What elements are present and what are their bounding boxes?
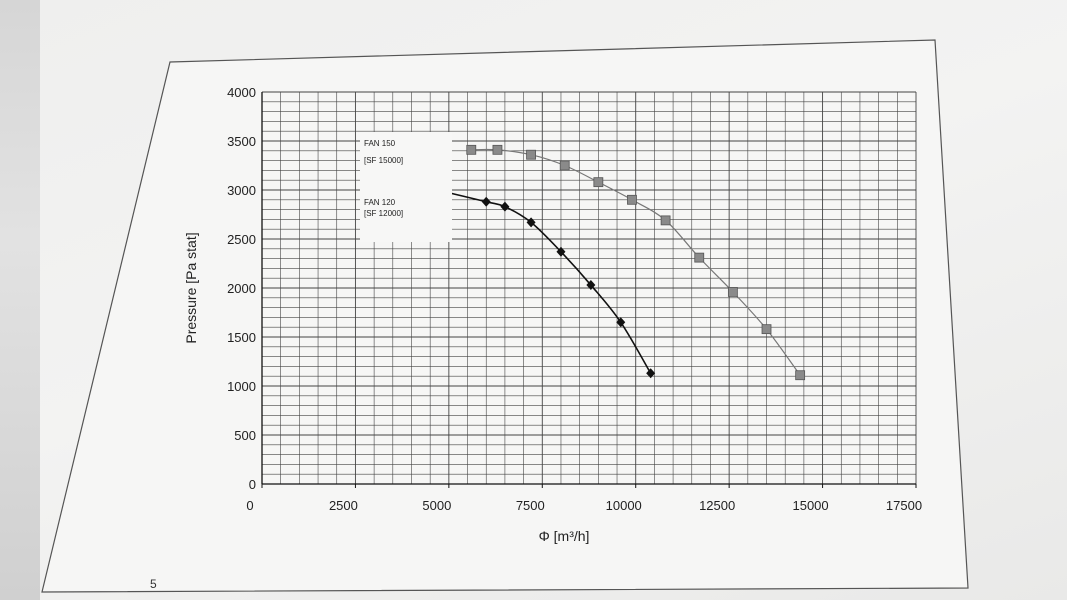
y-tick-label: 2500 <box>227 232 256 247</box>
legend-fan150-name: FAN 150 <box>364 139 396 148</box>
data-point-fan150 <box>526 149 536 160</box>
x-tick-label: 7500 <box>516 498 545 513</box>
data-point-fan120 <box>500 201 510 212</box>
data-point-fan150 <box>559 160 570 171</box>
data-point-fan120 <box>526 217 536 228</box>
legend-box <box>360 132 452 242</box>
data-point-fan150 <box>761 324 772 335</box>
legend-fan120-sf: [SF 12000] <box>364 209 403 218</box>
x-tick-label: 17500 <box>886 498 922 513</box>
chart-plot-group: FAN 150 [SF 15000] FAN 120 [SF 12000] 0 2… <box>183 85 922 544</box>
data-point-fan120 <box>481 196 491 207</box>
legend: FAN 150 [SF 15000] FAN 120 [SF 12000] <box>360 132 452 242</box>
x-tick-label: 15000 <box>792 498 828 513</box>
data-point-fan150 <box>694 252 705 263</box>
y-axis-label: Pressure [Pa stat] <box>183 232 199 343</box>
data-point-fan120 <box>556 246 566 257</box>
data-point-fan120 <box>616 317 626 328</box>
data-point-fan150 <box>593 177 604 188</box>
y-tick-label: 3500 <box>227 134 256 149</box>
data-point-fan150 <box>627 194 637 205</box>
x-tick-label: 10000 <box>606 498 642 513</box>
data-point-fan120 <box>646 368 656 379</box>
y-tick-label: 2000 <box>227 281 256 296</box>
y-tick-label: 1000 <box>227 379 256 394</box>
legend-fan150-sf: [SF 15000] <box>364 156 403 165</box>
data-point-fan150 <box>660 215 671 226</box>
x-tick-label: 2500 <box>329 498 358 513</box>
grid-lines <box>261 91 917 485</box>
data-point-fan150 <box>727 287 738 297</box>
axes <box>261 92 916 485</box>
y-tick-label: 1500 <box>227 330 256 345</box>
page-number: 5 <box>150 577 157 591</box>
y-tick-label: 500 <box>234 428 256 443</box>
x-tick-label: 5000 <box>422 498 451 513</box>
data-point-fan120 <box>586 280 596 291</box>
x-axis-label: Φ [m³/h] <box>539 528 590 544</box>
y-tick-label: 4000 <box>227 85 256 100</box>
tick-labels: 0 2500 5000 7500 10000 12500 15000 17500 0 500 100… <box>227 85 922 513</box>
data-point-fan150 <box>795 370 806 381</box>
y-tick-label: 3000 <box>227 183 256 198</box>
x-tick-label: 12500 <box>699 498 735 513</box>
y-tick-label: 0 <box>249 477 256 492</box>
series-layer <box>436 144 806 381</box>
data-point-fan150 <box>466 144 477 155</box>
x-tick-label: 0 <box>246 498 253 513</box>
legend-fan120-name: FAN 120 <box>364 198 396 207</box>
data-point-fan150 <box>492 144 503 155</box>
